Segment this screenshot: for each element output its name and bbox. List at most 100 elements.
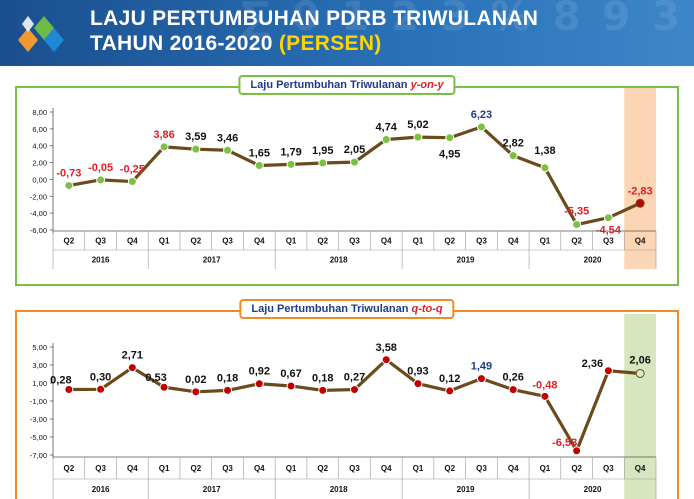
qtq-quarter-label: Q4 <box>508 464 519 473</box>
qtq-data-label: 0,18 <box>217 372 238 384</box>
yoy-ytick-label: -2,00 <box>30 192 47 201</box>
yoy-data-label: 5,02 <box>407 119 428 131</box>
page-title-years: TAHUN 2016-2020 <box>90 32 273 55</box>
yoy-quarter-label: Q3 <box>349 237 360 246</box>
yoy-quarter-label: Q2 <box>190 237 201 246</box>
qtq-ytick-label: 3,00 <box>32 361 47 370</box>
qtq-data-point <box>318 385 328 395</box>
yoy-data-label: 1,65 <box>249 148 270 160</box>
yoy-data-point <box>318 158 328 168</box>
yoy-data-point <box>286 159 296 169</box>
qtq-chart-title-text: Laju Pertumbuhan Triwulanan <box>251 303 409 315</box>
qtq-quarter-label: Q4 <box>381 464 392 473</box>
yoy-quarter-label: Q2 <box>64 237 75 246</box>
yoy-quarter-label: Q4 <box>635 237 646 246</box>
qtq-quarter-label: Q2 <box>317 464 328 473</box>
qtq-data-point <box>603 366 613 376</box>
qtq-data-label: 2,71 <box>122 350 143 362</box>
qtq-data-point <box>476 374 486 384</box>
qtq-ytick-label: 5,00 <box>32 343 47 352</box>
qtq-ytick-label: 1,00 <box>32 379 47 388</box>
yoy-ytick-label: 6,00 <box>32 125 47 134</box>
yoy-data-label: 4,74 <box>376 121 398 133</box>
yoy-year-label: 2017 <box>203 256 221 265</box>
yoy-ytick-label: 4,00 <box>32 142 47 151</box>
qtq-data-point <box>159 382 169 392</box>
qtq-quarter-label: Q3 <box>349 464 360 473</box>
qtq-line-chart: 5,00 3,00 1,00 -1,00 -3,00 -5,00 -7,00 0,28 0,30… <box>30 314 657 499</box>
qtq-data-label: 1,49 <box>471 361 492 373</box>
yoy-quarter-label: Q1 <box>540 237 551 246</box>
qtq-data-label: -6,53 <box>552 437 577 449</box>
yoy-data-label: -0,25 <box>120 164 145 176</box>
yoy-data-point <box>603 213 613 223</box>
yoy-quarter-label: Q3 <box>95 237 106 246</box>
qtq-quarter-label: Q1 <box>286 464 297 473</box>
yoy-data-point <box>572 220 582 230</box>
yoy-data-label: 3,59 <box>185 131 206 143</box>
yoy-data-point <box>96 175 106 185</box>
qtq-data-point <box>445 386 455 396</box>
yoy-year-label: 2016 <box>92 256 110 265</box>
yoy-series-line <box>68 125 641 227</box>
qtq-data-point <box>381 355 391 365</box>
qtq-quarter-label: Q1 <box>540 464 551 473</box>
header-background-pattern: ∑ 0 1 2 3 % 8 9 3 <box>240 0 684 40</box>
yoy-year-label: 2020 <box>584 256 602 265</box>
yoy-ytick-label: -4,00 <box>30 209 47 218</box>
yoy-data-label: 4,95 <box>439 149 460 161</box>
qtq-data-point <box>413 379 423 389</box>
qtq-data-point <box>254 379 264 389</box>
yoy-quarter-label: Q3 <box>222 237 233 246</box>
qtq-data-label: 0,30 <box>90 371 111 383</box>
header-banner: ∑ 0 1 2 3 % 8 9 3 LAJU PERTUMBUHAN PDRB … <box>0 0 694 66</box>
yoy-data-point <box>127 177 137 187</box>
yoy-line-chart: 8,00 6,00 4,00 2,00 0,00 -2,00 -4,00 -6,00 -0,73… <box>30 88 657 269</box>
qtq-chart-panel <box>15 310 679 499</box>
yoy-quarter-label: Q4 <box>254 237 265 246</box>
qtq-data-label: 0,27 <box>344 372 365 384</box>
qtq-data-point <box>64 384 74 394</box>
qtq-quarter-label: Q3 <box>222 464 233 473</box>
yoy-quarter-label: Q1 <box>286 237 297 246</box>
qtq-data-point <box>191 387 201 397</box>
qtq-data-label: 0,92 <box>249 366 270 378</box>
bps-logo-icon <box>18 16 64 52</box>
yoy-data-point <box>413 132 423 142</box>
yoy-chart-title: Laju Pertumbuhan Triwulanan y-on-y <box>238 75 456 95</box>
qtq-ytick-label: -7,00 <box>30 451 47 460</box>
yoy-data-point <box>159 142 169 152</box>
yoy-data-point <box>64 181 74 191</box>
yoy-quarter-label: Q3 <box>603 237 614 246</box>
yoy-data-label: 3,46 <box>217 132 238 144</box>
yoy-quarter-label: Q2 <box>571 237 582 246</box>
yoy-data-label: 1,95 <box>312 145 333 157</box>
yoy-data-label: 2,82 <box>502 138 523 150</box>
yoy-quarter-label: Q2 <box>444 237 455 246</box>
qtq-data-label: -0,48 <box>532 379 557 391</box>
qtq-data-label: 0,26 <box>502 372 523 384</box>
yoy-data-label: -2,83 <box>628 185 653 197</box>
yoy-quarter-label: Q3 <box>476 237 487 246</box>
qtq-data-point <box>96 384 106 394</box>
yoy-data-point <box>540 163 550 173</box>
yoy-data-label: -0,73 <box>56 168 81 180</box>
yoy-data-label: -5,35 <box>564 206 589 218</box>
qtq-year-label: 2019 <box>457 485 475 494</box>
qtq-data-point <box>508 385 518 395</box>
qtq-quarter-label: Q3 <box>95 464 106 473</box>
yoy-ytick-label: -6,00 <box>30 226 47 235</box>
qtq-chart-title-suffix: q-to-q <box>411 303 443 315</box>
yoy-year-label: 2019 <box>457 256 475 265</box>
yoy-quarter-label: Q2 <box>317 237 328 246</box>
qtq-data-point <box>635 368 645 378</box>
qtq-quarter-label: Q1 <box>159 464 170 473</box>
yoy-data-point <box>381 134 391 144</box>
qtq-data-point <box>540 391 550 401</box>
yoy-quarter-label: Q1 <box>159 237 170 246</box>
qtq-quarter-label: Q2 <box>64 464 75 473</box>
yoy-data-label: 1,38 <box>534 145 555 157</box>
yoy-data-point <box>254 161 264 171</box>
qtq-data-point <box>223 385 233 395</box>
yoy-chart-title-suffix: y-on-y <box>410 79 444 91</box>
